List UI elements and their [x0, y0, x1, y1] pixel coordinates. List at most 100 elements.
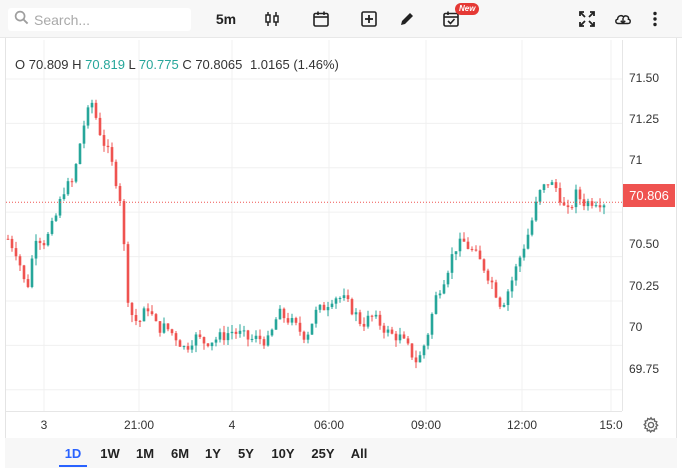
range-1m[interactable]: 1M — [135, 446, 155, 461]
high-value: 70.819 — [85, 57, 125, 72]
candle-body — [146, 308, 150, 312]
candle-body — [174, 333, 178, 341]
toolbar: 5m New — [0, 0, 682, 38]
candle-body — [222, 332, 226, 341]
candle-body — [318, 304, 322, 310]
candle-body — [338, 298, 342, 300]
candle-body — [246, 330, 250, 340]
add-indicator-icon[interactable] — [359, 7, 379, 31]
interval-button[interactable]: 5m — [215, 11, 237, 27]
range-all[interactable]: All — [350, 446, 368, 461]
candle-body — [214, 339, 218, 343]
pencil-draw-icon[interactable] — [397, 7, 417, 31]
candle-body — [558, 188, 562, 203]
price-tick: 70.50 — [629, 237, 660, 251]
candle-body — [486, 270, 490, 281]
candle-body — [434, 295, 438, 314]
price-chart[interactable] — [6, 40, 622, 411]
cloud-download-icon[interactable] — [612, 7, 634, 31]
new-badge: New — [455, 3, 480, 15]
candle-body — [570, 207, 574, 209]
candle-body — [46, 233, 50, 246]
candle-body — [210, 342, 214, 347]
close-label: C — [182, 57, 192, 72]
candle-body — [330, 303, 334, 308]
candle-body — [42, 243, 46, 246]
candle-body — [230, 331, 234, 334]
candle-body — [482, 259, 486, 271]
candle-body — [534, 201, 538, 221]
candle-body — [386, 329, 390, 333]
candle-body — [370, 315, 374, 317]
price-tick: 70 — [629, 320, 643, 334]
range-25y[interactable]: 25Y — [311, 446, 335, 461]
candle-body — [226, 333, 230, 341]
candle-body — [334, 298, 338, 304]
fullscreen-icon[interactable] — [577, 7, 597, 31]
candle-body — [490, 280, 494, 283]
price-tick: 70.25 — [629, 279, 660, 293]
candle-body — [314, 309, 318, 324]
candle-body — [286, 318, 290, 323]
range-5y[interactable]: 5Y — [238, 446, 254, 461]
price-tick: 69.75 — [629, 362, 660, 376]
candle-body — [402, 334, 406, 339]
candle-body — [394, 333, 398, 341]
candle-body — [70, 181, 74, 183]
candle-body — [530, 220, 534, 235]
candle-body — [106, 145, 110, 148]
candle-body — [350, 299, 354, 315]
change-value: 1.0165 (1.46%) — [249, 57, 339, 72]
candle-body — [190, 345, 194, 350]
candle-body — [134, 315, 138, 321]
more-menu-icon[interactable] — [648, 7, 662, 31]
candle-body — [574, 189, 578, 208]
candlestick-type-icon[interactable] — [262, 7, 282, 31]
candle-body — [50, 220, 54, 234]
price-axis[interactable]: 71.50 71.25 71 70.50 70.25 70 69.75 — [622, 40, 677, 411]
candle-body — [102, 135, 106, 146]
range-1w[interactable]: 1W — [100, 446, 120, 461]
candle-body — [430, 313, 434, 335]
candle-body — [542, 184, 546, 191]
candle-body — [138, 320, 142, 322]
candle-body — [122, 201, 126, 245]
candle-body — [382, 325, 386, 333]
candle-body — [506, 291, 510, 306]
candle-body — [522, 248, 526, 258]
calendar-icon[interactable] — [311, 7, 331, 31]
candle-body — [74, 164, 78, 182]
candle-body — [234, 331, 238, 334]
candle-body — [502, 305, 506, 307]
candle-body — [418, 355, 422, 363]
search-input[interactable] — [34, 11, 184, 28]
range-1y[interactable]: 1Y — [205, 446, 221, 461]
candle-body — [438, 293, 442, 296]
candle-body — [258, 335, 262, 340]
candle-body — [158, 321, 162, 333]
candle-body — [546, 184, 550, 186]
candle-body — [526, 234, 530, 249]
candle-body — [306, 334, 310, 340]
candle-body — [598, 205, 602, 208]
candle-body — [562, 202, 566, 206]
range-10y[interactable]: 10Y — [271, 446, 295, 461]
candle-body — [550, 182, 554, 185]
candle-body — [66, 181, 70, 195]
chart-settings-gear-icon[interactable] — [642, 416, 660, 434]
low-label: L — [128, 57, 136, 72]
range-1d[interactable]: 1D — [64, 446, 82, 461]
candle-body — [422, 345, 426, 356]
candle-body — [110, 147, 114, 162]
events-calendar-check-icon[interactable] — [441, 7, 461, 31]
open-value: 70.809 — [28, 57, 69, 72]
time-axis[interactable]: 3 21:00 4 06:00 09:00 12:00 15:0 — [6, 411, 623, 438]
candle-body — [358, 312, 362, 324]
candle-body — [362, 323, 366, 327]
range-6m[interactable]: 6M — [170, 446, 190, 461]
candle-body — [6, 238, 10, 240]
candle-body — [578, 189, 582, 200]
search-box[interactable] — [8, 8, 191, 31]
open-label: O — [15, 57, 26, 72]
candle-body — [302, 331, 306, 340]
